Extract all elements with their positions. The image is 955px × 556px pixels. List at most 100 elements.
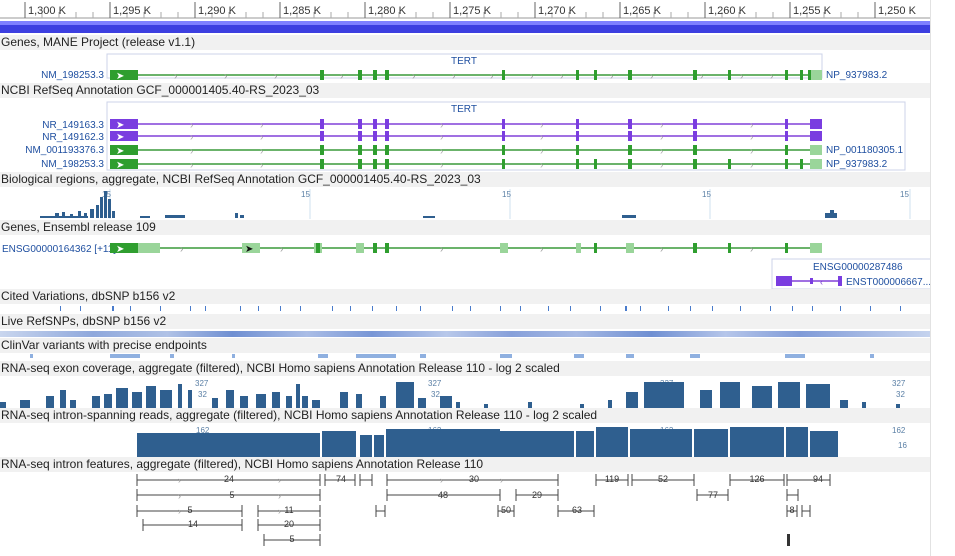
- svg-text:›: ›: [530, 71, 533, 82]
- svg-text:›: ›: [660, 160, 663, 171]
- svg-text:›: ›: [260, 146, 263, 157]
- track-title-bioregions[interactable]: Biological regions, aggregate, NCBI RefS…: [1, 172, 481, 186]
- track-title-clinvar[interactable]: ClinVar variants with precise endpoints: [1, 338, 207, 352]
- svg-text:›: ›: [440, 491, 443, 501]
- clinvar-track[interactable]: [0, 353, 955, 361]
- intron-count-label: 74: [336, 474, 346, 484]
- gene-model-ensg287486[interactable]: ‹: [776, 276, 842, 287]
- svg-text:›: ›: [740, 71, 743, 82]
- svg-text:›: ›: [660, 132, 663, 143]
- scale-label: 162: [892, 426, 906, 435]
- track-title-refseq[interactable]: NCBI RefSeq Annotation GCF_000001405.40-…: [1, 83, 320, 97]
- live-refsnps-density[interactable]: [0, 331, 930, 337]
- intron-spanning-track[interactable]: 162 162 162 162 16 16 16 16: [0, 423, 955, 457]
- ruler[interactable]: 1,300 K 1,295 K 1,290 K 1,285 K 1,280 K …: [0, 0, 955, 36]
- track-header-band: [0, 35, 930, 50]
- svg-text:›: ›: [260, 132, 263, 143]
- svg-text:›: ›: [490, 71, 493, 82]
- gene-model-nr-149163[interactable]: ➤: [110, 119, 822, 131]
- transcript-label[interactable]: NR_149163.3: [42, 120, 104, 131]
- svg-text:›: ›: [540, 120, 543, 131]
- transcript-label[interactable]: NR_149162.3: [42, 132, 104, 143]
- track-title-ensembl[interactable]: Genes, Ensembl release 109: [1, 220, 156, 234]
- intron-features-track[interactable]: › › › › › › › › › 24 74 30 119 52 126 94 5 48 …: [0, 472, 955, 556]
- gene-model-mane[interactable]: › › › › › › › › › › › › › › ➤: [110, 70, 822, 82]
- track-title-mane[interactable]: Genes, MANE Project (release v1.1): [1, 35, 196, 49]
- svg-text:›: ›: [750, 160, 753, 171]
- gene-model-nm-001193376[interactable]: ➤: [110, 145, 822, 157]
- mane-track[interactable]: TERT NM_198253.3 NP_937983.2 › › › › › › › › › › ›…: [0, 50, 955, 83]
- ruler-tick-label: 1,255 K: [793, 5, 832, 17]
- svg-text:➤: ➤: [116, 160, 124, 171]
- ruler-tick-label: 1,275 K: [453, 5, 492, 17]
- scale-label: 16: [898, 441, 907, 450]
- ruler-tick-label: 1,285 K: [283, 5, 322, 17]
- svg-text:›: ›: [440, 475, 443, 485]
- track-title-exoncov[interactable]: RNA-seq exon coverage, aggregate (filter…: [1, 361, 560, 375]
- gene-label-ensg287486[interactable]: ENSG00000287486: [813, 262, 903, 273]
- svg-text:➤: ➤: [116, 71, 124, 82]
- track-header-band: [0, 408, 930, 423]
- transcript-label[interactable]: NM_198253.3: [41, 159, 104, 170]
- svg-text:›: ›: [560, 71, 563, 82]
- bioregions-track[interactable]: 15 15 15 15 15: [0, 187, 955, 220]
- transcript-label[interactable]: ENSG00000164362 [+11]: [2, 244, 116, 255]
- svg-text:›: ›: [540, 146, 543, 157]
- ruler-tick-label: 1,290 K: [198, 5, 237, 17]
- svg-text:›: ›: [340, 71, 343, 82]
- scale-label: 162: [196, 426, 210, 435]
- ruler-tick-label: 1,265 K: [623, 5, 662, 17]
- svg-text:›: ›: [660, 244, 663, 255]
- gene-label-tert[interactable]: TERT: [451, 104, 477, 115]
- gene-model-nr-149162[interactable]: ➤: [110, 131, 822, 143]
- ruler-tick-label: 1,260 K: [708, 5, 747, 17]
- svg-text:›: ›: [190, 146, 193, 157]
- svg-text:›: ›: [750, 244, 753, 255]
- intron-count-label: 119: [605, 474, 619, 484]
- scale-label: 32: [198, 390, 207, 399]
- scale-label: 15: [502, 190, 511, 199]
- intron-count-label: 94: [813, 474, 823, 484]
- cited-variations-track[interactable]: [0, 304, 955, 314]
- gene-label-tert[interactable]: TERT: [451, 56, 477, 67]
- scale-label: 327: [428, 379, 442, 388]
- svg-text:›: ›: [660, 120, 663, 131]
- intron-count-label: 11: [284, 505, 293, 515]
- transcript-label[interactable]: NM_001193376.3: [25, 145, 104, 156]
- gene-model-nm-198253[interactable]: ➤: [110, 159, 822, 171]
- track-header-band: [0, 338, 930, 353]
- svg-text:›: ›: [180, 244, 183, 255]
- svg-text:›: ›: [540, 132, 543, 143]
- svg-text:›: ›: [280, 244, 283, 255]
- svg-text:›: ›: [260, 160, 263, 171]
- ruler-tick-label: 1,250 K: [878, 5, 917, 17]
- protein-label[interactable]: NP_937983.2: [826, 159, 888, 170]
- gene-model-ensembl[interactable]: ➤ ➤ › › › › › ›: [110, 243, 822, 255]
- intron-count-label: 5: [289, 534, 294, 544]
- scale-label: 32: [896, 390, 905, 399]
- track-title-cited[interactable]: Cited Variations, dbSNP b156 v2: [1, 289, 176, 303]
- transcript-label[interactable]: ENST000006667...: [846, 277, 931, 288]
- track-title-intronspan[interactable]: RNA-seq intron-spanning reads, aggregate…: [1, 408, 598, 422]
- scale-label: 327: [195, 379, 209, 388]
- exon-coverage-track[interactable]: 327 327 327 327 32 32 32 32: [0, 376, 955, 408]
- svg-text:›: ›: [260, 120, 263, 131]
- ensembl-track[interactable]: ENSG00000164362 [+11] ➤ ➤ › › › › › › ENSG000…: [0, 235, 955, 289]
- svg-text:›: ›: [540, 244, 543, 255]
- protein-label[interactable]: NP_001180305.1: [826, 145, 904, 156]
- svg-text:›: ›: [274, 71, 277, 82]
- svg-text:›: ›: [540, 160, 543, 171]
- svg-text:›: ›: [440, 120, 443, 131]
- track-title-intronfeat[interactable]: RNA-seq intron features, aggregate (filt…: [1, 457, 484, 471]
- intron-count-label: 126: [749, 474, 764, 484]
- refseq-track[interactable]: TERT NR_149163.3 NR_149162.3 NM_00119337…: [0, 98, 955, 172]
- ruler-tick-label: 1,300 K: [28, 5, 67, 17]
- svg-text:›: ›: [178, 506, 181, 516]
- protein-label[interactable]: NP_937983.2: [826, 70, 888, 81]
- transcript-label[interactable]: NM_198253.3: [41, 70, 104, 81]
- svg-text:›: ›: [610, 71, 613, 82]
- svg-text:›: ›: [452, 71, 455, 82]
- track-title-live[interactable]: Live RefSNPs, dbSNP b156 v2: [1, 314, 167, 328]
- track-header-band: [0, 361, 930, 376]
